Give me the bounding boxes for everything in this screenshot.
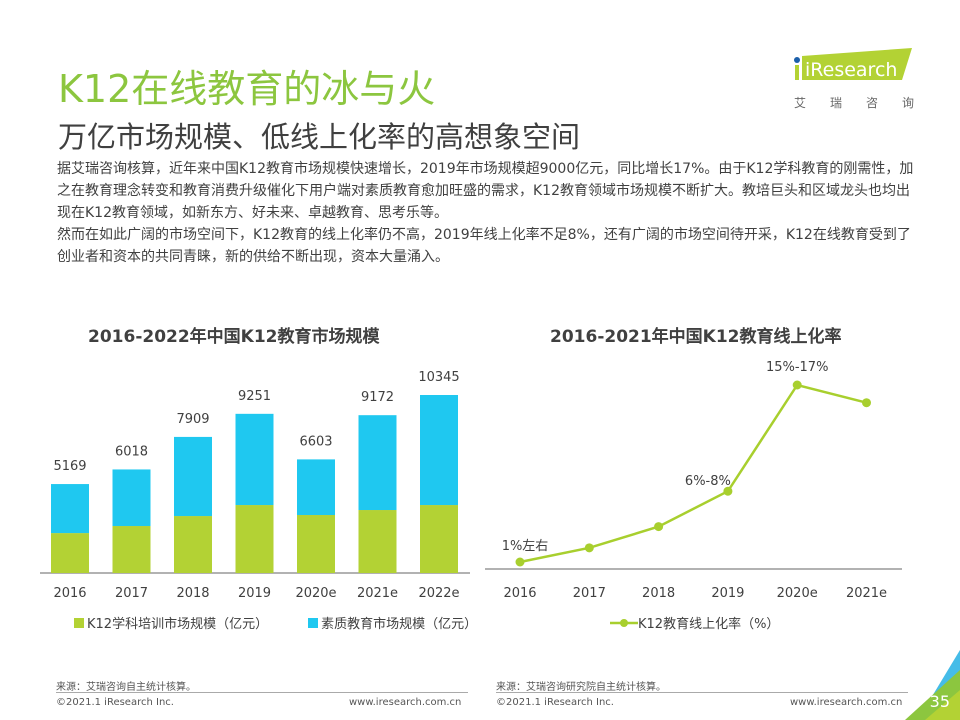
- x-tick-2016: 2016: [53, 586, 86, 601]
- x-tick-2018: 2018: [176, 586, 209, 601]
- legend-label-online-rate: K12教育线上化率（%）: [638, 617, 780, 632]
- x-tick-2018: 2018: [642, 586, 675, 601]
- logo-i-stem: [795, 65, 799, 80]
- x-tick-2019: 2019: [711, 586, 744, 601]
- page-number: 35: [929, 692, 950, 711]
- left-copyright: ©2021.1 iResearch Inc.: [56, 697, 174, 708]
- point-2017: [584, 543, 594, 553]
- right-source: 来源：艾瑞咨询研究院自主统计核算。: [496, 682, 666, 693]
- total-label-2017: 6018: [115, 444, 148, 459]
- x-tick-2017: 2017: [115, 586, 148, 601]
- corner-decoration: [905, 650, 960, 720]
- total-label-2016: 5169: [53, 459, 86, 474]
- paragraph-1: 据艾瑞咨询核算，近年来中国K12教育市场规模快速增长，2019年市场规模超900…: [57, 161, 914, 221]
- legend-swatch-k12: [74, 617, 84, 628]
- logo-cn-char: 询: [901, 96, 914, 110]
- bar-k12-2018: [174, 516, 212, 573]
- data-label-2020e: 15%-17%: [766, 360, 828, 375]
- legend-swatch-quality: [308, 617, 319, 628]
- total-label-2021e: 9172: [361, 390, 394, 405]
- logo-text: iResearch: [805, 59, 897, 81]
- line-chart: 1%左右 2016 2017 2018 6%-8% 2019 15%-17% 2020e 202…: [485, 360, 902, 601]
- left-source: 来源：艾瑞咨询自主统计核算。: [56, 682, 196, 693]
- logo-cn-char: 咨: [865, 96, 878, 110]
- total-label-2019: 9251: [238, 389, 271, 404]
- logo-cn-char: 艾: [794, 96, 807, 110]
- x-tick-2017: 2017: [573, 586, 606, 601]
- point-2016: [515, 557, 525, 567]
- bar-quality-2017: [112, 469, 151, 527]
- bar-k12-2017: [112, 526, 151, 573]
- bar-quality-2022e: [420, 395, 458, 506]
- bar-k12-2019: [235, 505, 274, 573]
- line-legend: K12教育线上化率（%）: [610, 613, 779, 632]
- bar-legend: K12学科培训市场规模（亿元） 素质教育市场规模（亿元）: [74, 613, 477, 632]
- bar-chart-title: 2016-2022年中国K12教育市场规模: [88, 327, 380, 347]
- point-2021e: [862, 398, 871, 408]
- x-tick-2019: 2019: [238, 586, 271, 601]
- legend-label-quality: 素质教育市场规模（亿元）: [321, 617, 478, 632]
- x-tick-2021e: 2021e: [357, 586, 398, 601]
- page-subtitle: 万亿市场规模、低线上化率的高想象空间: [58, 120, 581, 154]
- bar-chart: 5169 2016 6018 2017 7909 2018 9251 2019 6603 2020…: [40, 370, 470, 601]
- left-footer-divider: [56, 692, 468, 693]
- right-footer-divider: [496, 692, 908, 693]
- logo-dot: [794, 57, 800, 63]
- paragraph-2: 然而在如此广阔的市场空间下，K12教育的线上化率仍不高，2019年线上化率不足8…: [57, 227, 911, 265]
- legend-label-k12: K12学科培训市场规模（亿元）: [87, 617, 269, 632]
- logo-chinese: 艾 瑞 咨 询: [794, 94, 914, 111]
- point-2020e: [792, 380, 802, 390]
- right-website: www.iresearch.com.cn: [790, 697, 903, 708]
- bar-quality-2020e: [297, 459, 335, 516]
- line-chart-title: 2016-2021年中国K12教育线上化率: [550, 327, 842, 347]
- total-label-2018: 7909: [176, 412, 209, 427]
- bar-quality-2021e: [358, 415, 397, 511]
- bar-quality-2016: [51, 484, 89, 534]
- x-tick-2016: 2016: [503, 586, 536, 601]
- x-tick-2020e: 2020e: [777, 586, 818, 601]
- legend-line-marker: [610, 618, 638, 627]
- left-website: www.iresearch.com.cn: [349, 697, 462, 708]
- line-series-online-rate: [519, 383, 867, 564]
- point-2019: [723, 486, 733, 496]
- bar-k12-2016: [51, 533, 89, 573]
- page-title: K12在线教育的冰与火: [58, 67, 436, 111]
- x-tick-2022e: 2022e: [418, 586, 459, 601]
- data-label-2016: 1%左右: [502, 539, 549, 554]
- point-2018: [654, 522, 664, 532]
- data-label-2019: 6%-8%: [685, 474, 731, 489]
- total-label-2020e: 6603: [299, 434, 332, 449]
- bar-k12-2021e: [358, 510, 397, 573]
- logo-banner: [802, 48, 912, 80]
- bar-quality-2018: [174, 436, 212, 517]
- x-tick-2020e: 2020e: [295, 586, 336, 601]
- bar-k12-2022e: [420, 505, 458, 573]
- body-text: 据艾瑞咨询核算，近年来中国K12教育市场规模快速增长，2019年市场规模超900…: [57, 158, 917, 268]
- bar-quality-2019: [235, 413, 274, 506]
- total-label-2022e: 10345: [418, 370, 459, 385]
- bar-k12-2020e: [297, 515, 335, 573]
- logo-cn-char: 瑞: [829, 96, 842, 110]
- right-copyright: ©2021.1 iResearch Inc.: [496, 697, 614, 708]
- iresearch-logo: iResearch: [794, 48, 912, 81]
- x-tick-2021e: 2021e: [846, 586, 887, 601]
